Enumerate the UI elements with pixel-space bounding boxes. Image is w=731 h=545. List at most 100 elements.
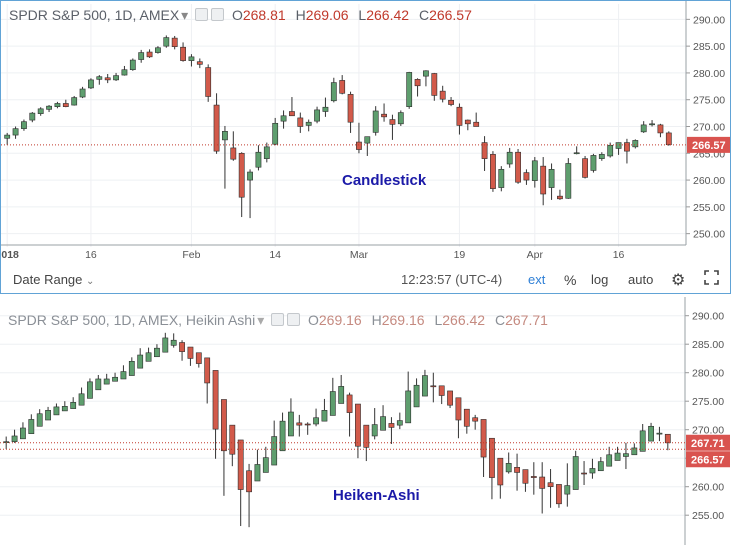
candle-body [623, 453, 629, 457]
candle-body [279, 420, 286, 452]
chart-header-ha: SPDR S&P 500, 1D, AMEX, Heikin Ashi ▾ O26… [8, 312, 548, 329]
candle-body [498, 169, 505, 188]
ext-toggle[interactable]: ext [528, 272, 546, 287]
candle-body [162, 337, 169, 353]
dropdown-icon-ha[interactable]: ▾ [257, 312, 265, 328]
candle-body [246, 470, 252, 493]
candle-body [565, 163, 572, 199]
candle-body [195, 352, 202, 364]
x-tick-label: 19 [454, 249, 466, 261]
chart-header: SPDR S&P 500, 1D, AMEX ▾ O268.81 H269.06 … [9, 7, 472, 24]
y-tick-label: 280.00 [693, 68, 725, 80]
date-range-button[interactable]: Date Range ⌄ [13, 272, 94, 287]
candle-body [631, 447, 638, 456]
candle-body [447, 390, 453, 406]
candle-body [581, 472, 587, 475]
candle-body [607, 144, 614, 157]
candle-body [649, 123, 655, 126]
candle-body [204, 357, 211, 384]
fullscreen-icon[interactable] [704, 270, 719, 288]
candle-body [548, 169, 555, 188]
y-tick-label: 270.00 [693, 122, 725, 134]
close-value-ha: 267.71 [505, 312, 548, 328]
candle-body [222, 131, 228, 141]
candle-body [589, 468, 596, 474]
candle-body [87, 381, 93, 399]
low-value: 266.42 [366, 7, 410, 23]
candle-body [338, 386, 345, 404]
candle-body [640, 124, 647, 133]
candle-body [322, 106, 329, 112]
candlestick-chart[interactable]: 290.00285.00280.00275.00270.00265.00260.… [1, 1, 730, 266]
candle-body [455, 397, 462, 421]
candle-body [615, 142, 622, 149]
candle-body [597, 461, 604, 472]
candle-body [212, 370, 219, 430]
candle-body [405, 390, 412, 424]
gear-icon[interactable]: ⚙ [671, 272, 686, 289]
settings-icon-ha[interactable] [287, 313, 301, 326]
symbol-title-ha[interactable]: SPDR S&P 500, 1D, AMEX, Heikin Ashi [8, 312, 256, 328]
candle-body [657, 124, 664, 134]
candle-body [237, 439, 244, 490]
x-tick-label: Mar [350, 249, 369, 261]
candle-body [422, 375, 428, 397]
candle-body [196, 61, 203, 65]
dropdown-icon[interactable]: ▾ [181, 7, 189, 23]
high-label: H [295, 7, 306, 23]
candle-body [530, 476, 537, 478]
candle-body [129, 59, 136, 71]
heikin-ashi-chart[interactable]: 290.00285.00280.00275.00270.00265.00260.… [0, 297, 731, 545]
candle-body [346, 394, 353, 413]
auto-toggle[interactable]: auto [628, 272, 654, 287]
candle-body [146, 51, 153, 58]
close-label: C [418, 7, 430, 23]
heikin-ashi-chart-pane: 290.00285.00280.00275.00270.00265.00260.… [0, 297, 731, 545]
candle-body [254, 464, 261, 482]
x-tick-label: 16 [613, 249, 625, 261]
candle-body [112, 376, 118, 382]
candle-body [648, 425, 654, 442]
eye-icon[interactable] [195, 8, 209, 21]
settings-icon[interactable] [211, 8, 225, 21]
candle-body [46, 105, 52, 110]
candle-body [138, 52, 145, 60]
symbol-title[interactable]: SPDR S&P 500, 1D, AMEX [9, 7, 180, 23]
candle-body [438, 385, 445, 396]
y-tick-label: 285.00 [693, 41, 725, 53]
candle-body [120, 371, 127, 380]
candle-body [29, 112, 36, 121]
candle-body [598, 154, 605, 159]
candle-body [364, 136, 371, 144]
y-tick-label: 255.00 [692, 510, 724, 522]
candle-body [4, 134, 11, 139]
candle-body [280, 115, 287, 122]
candle-body [539, 476, 546, 489]
candle-body [61, 406, 68, 412]
candle-body [28, 419, 35, 434]
candle-body [456, 106, 463, 126]
price-tag-bg [687, 136, 730, 153]
candle-body [71, 97, 78, 106]
candle-body [665, 132, 672, 146]
candle-body [606, 454, 613, 467]
candle-body [155, 47, 161, 53]
log-toggle[interactable]: log [591, 272, 609, 287]
candle-body [321, 410, 328, 422]
candle-body [205, 67, 212, 97]
eye-icon-ha[interactable] [271, 313, 285, 326]
candle-body [531, 160, 538, 181]
candle-body [170, 339, 177, 346]
percent-toggle[interactable]: % [564, 272, 577, 288]
candle-body [557, 195, 563, 200]
candle-body [505, 463, 512, 473]
open-label: O [231, 7, 243, 23]
candle-body [137, 354, 144, 369]
low-label-ha: L [434, 312, 443, 328]
candle-body [448, 99, 454, 105]
y-tick-label: 290.00 [692, 311, 724, 323]
high-label-ha: H [371, 312, 382, 328]
candle-body [179, 342, 185, 352]
candlestick-label: Candlestick [342, 172, 427, 189]
candle-body [406, 72, 413, 107]
